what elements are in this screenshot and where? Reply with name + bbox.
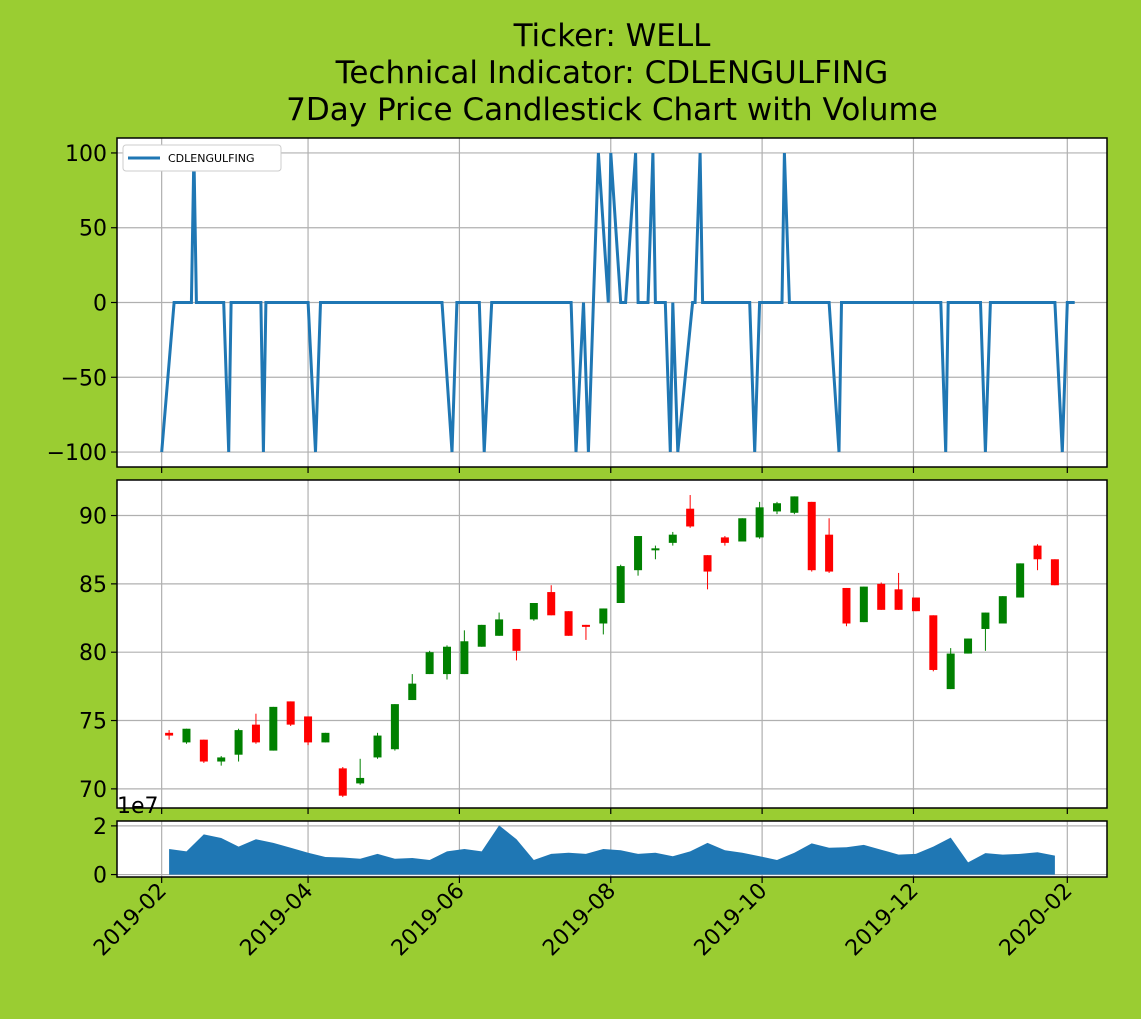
candle-body xyxy=(408,683,417,701)
candle-body xyxy=(217,757,226,762)
candle-body xyxy=(373,735,382,758)
candle-body xyxy=(321,732,330,743)
volume-offset-label: 1e7 xyxy=(117,794,159,819)
candle-body xyxy=(547,592,556,616)
candle-body xyxy=(564,611,573,636)
volume-panel: 2 0 1e7 xyxy=(93,794,1108,889)
indicator-y-tick-label: −50 xyxy=(61,366,107,391)
price-y-tick-label: 70 xyxy=(79,778,107,803)
volume-y-tick-label: 2 xyxy=(93,815,107,840)
candle-body xyxy=(929,615,938,670)
indicator-legend: CDLENGULFING xyxy=(122,144,282,172)
candle-body xyxy=(964,638,973,654)
candle-body xyxy=(859,586,868,623)
title-line-1: Ticker: WELL xyxy=(513,18,712,54)
candle-body xyxy=(182,728,191,743)
volume-frame xyxy=(116,820,1108,878)
candle-body xyxy=(1016,563,1025,598)
candle-body xyxy=(356,777,365,784)
candle-body xyxy=(807,501,816,571)
candle-body xyxy=(790,496,799,513)
indicator-y-tick-label: 50 xyxy=(79,217,107,242)
candle-body xyxy=(425,652,434,675)
candle-body xyxy=(495,619,504,636)
candle-body xyxy=(599,608,608,624)
candle-body xyxy=(1033,545,1042,560)
indicator-y-tick-label: −100 xyxy=(47,441,107,466)
title-line-2: Technical Indicator: CDLENGULFING xyxy=(335,55,889,91)
price-y-tick-label: 85 xyxy=(79,573,107,598)
price-y-tick-label: 90 xyxy=(79,505,107,530)
candle-body xyxy=(877,583,886,610)
candle-body xyxy=(651,548,660,551)
candle-body xyxy=(286,701,295,725)
candle-body xyxy=(616,566,625,603)
candle-body xyxy=(581,624,590,627)
candle-body xyxy=(234,730,243,755)
price-plot-area xyxy=(117,480,1107,808)
candle-body xyxy=(686,508,695,527)
legend-label: CDLENGULFING xyxy=(168,152,255,165)
candle-body xyxy=(911,597,920,612)
candle-body xyxy=(390,704,399,750)
volume-y-tick-label: 0 xyxy=(93,864,107,889)
candle-body xyxy=(1050,559,1059,586)
candle-body xyxy=(529,603,538,620)
candle-body xyxy=(251,724,260,743)
candle-body xyxy=(842,587,851,624)
candle-body xyxy=(668,534,677,543)
candle-body xyxy=(825,534,834,572)
candle-body xyxy=(634,536,643,571)
chart-title: Ticker: WELL Technical Indicator: CDLENG… xyxy=(286,18,938,128)
candle-body xyxy=(269,706,278,751)
candle-body xyxy=(773,503,781,512)
indicator-y-tick-label: 100 xyxy=(65,142,107,167)
candle-body xyxy=(199,739,208,762)
price-panel: 90 85 80 75 70 xyxy=(79,479,1108,814)
indicator-series-line xyxy=(160,152,1075,453)
candle-body xyxy=(477,624,486,647)
candle-body xyxy=(720,537,729,543)
price-y-tick-label: 75 xyxy=(79,710,107,735)
candle-body xyxy=(981,612,990,629)
candle-body xyxy=(443,646,451,675)
volume-area xyxy=(169,825,1055,875)
candle-body xyxy=(946,653,955,690)
candle-body xyxy=(894,589,903,610)
candle-body xyxy=(460,641,469,675)
candle-body xyxy=(738,518,747,542)
price-frame xyxy=(116,479,1108,809)
candle-body xyxy=(338,768,347,796)
price-y-tick-label: 80 xyxy=(79,641,107,666)
candle-body xyxy=(703,555,712,572)
legend-box xyxy=(122,144,282,172)
candle-body xyxy=(165,732,174,736)
candle-body xyxy=(998,596,1007,624)
title-line-3: 7Day Price Candlestick Chart with Volume xyxy=(286,92,938,128)
indicator-panel: 100 50 0 −50 −100 CDLENGULFING xyxy=(47,137,1108,473)
indicator-y-tick-label: 0 xyxy=(93,292,107,317)
candle-body xyxy=(755,507,764,538)
candle-body xyxy=(512,628,521,651)
candle-body xyxy=(304,716,313,743)
